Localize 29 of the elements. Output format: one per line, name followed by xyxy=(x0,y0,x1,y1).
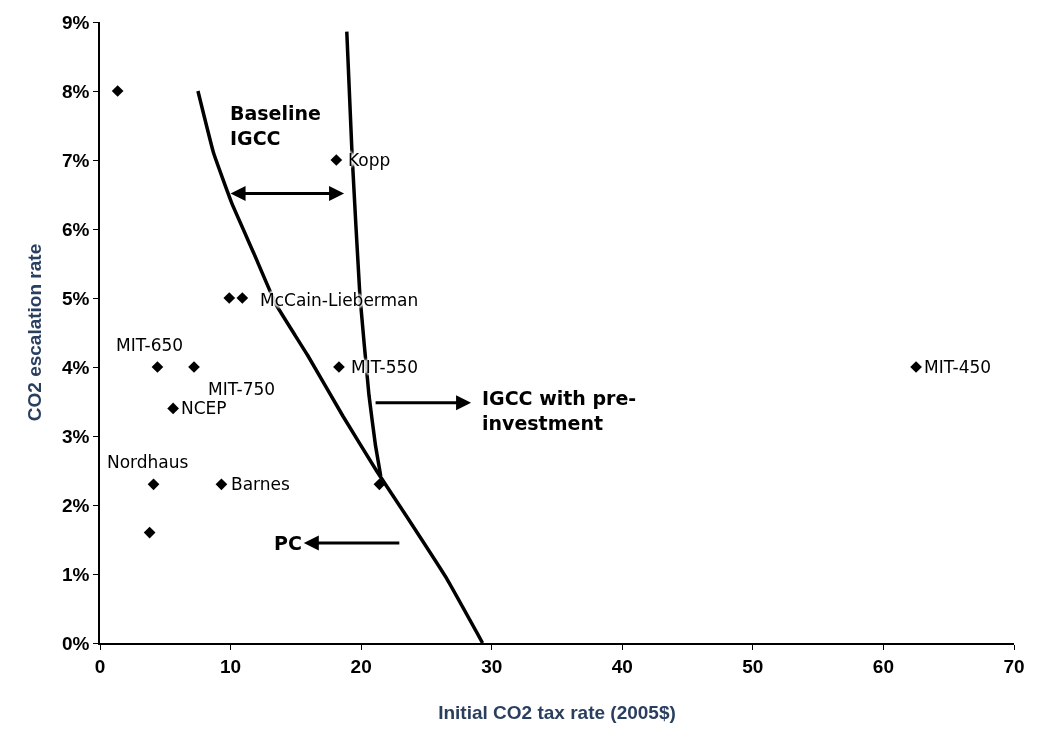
annotation: PC xyxy=(274,532,302,554)
annotation: MIT-650 xyxy=(116,335,184,355)
x-tick-label: 70 xyxy=(1003,655,1025,677)
y-tick-label: 3% xyxy=(61,425,90,447)
y-tick-label: 2% xyxy=(61,494,90,516)
y-axis-title: CO2 escalation rate xyxy=(24,243,46,422)
x-axis-title: Initial CO2 tax rate (2005$) xyxy=(438,701,676,723)
y-tick-label: 0% xyxy=(61,632,90,654)
annotation: Barnes xyxy=(231,474,290,494)
y-tick-label: 6% xyxy=(61,218,90,240)
y-tick-label: 4% xyxy=(61,356,90,378)
y-tick-label: 7% xyxy=(61,149,90,171)
annotation: MIT-750 xyxy=(208,379,276,399)
x-tick-label: 60 xyxy=(872,655,894,677)
x-tick-label: 20 xyxy=(350,655,372,677)
y-tick-label: 5% xyxy=(61,287,90,309)
x-tick-label: 10 xyxy=(220,655,242,677)
y-tick-label: 8% xyxy=(61,80,90,102)
y-tick-label: 9% xyxy=(61,11,90,33)
x-tick-label: 40 xyxy=(611,655,633,677)
annotation: NCEP xyxy=(181,398,227,418)
y-tick-label: 1% xyxy=(61,563,90,585)
annotation: IGCC with pre- investment xyxy=(482,387,637,434)
x-tick-label: 0 xyxy=(94,655,106,677)
annotation: MIT-450 xyxy=(924,357,992,377)
x-tick-label: 30 xyxy=(481,655,503,677)
x-tick-label: 50 xyxy=(742,655,764,677)
annotation: Baseline IGCC xyxy=(230,102,321,149)
annotation: Nordhaus xyxy=(107,452,189,472)
